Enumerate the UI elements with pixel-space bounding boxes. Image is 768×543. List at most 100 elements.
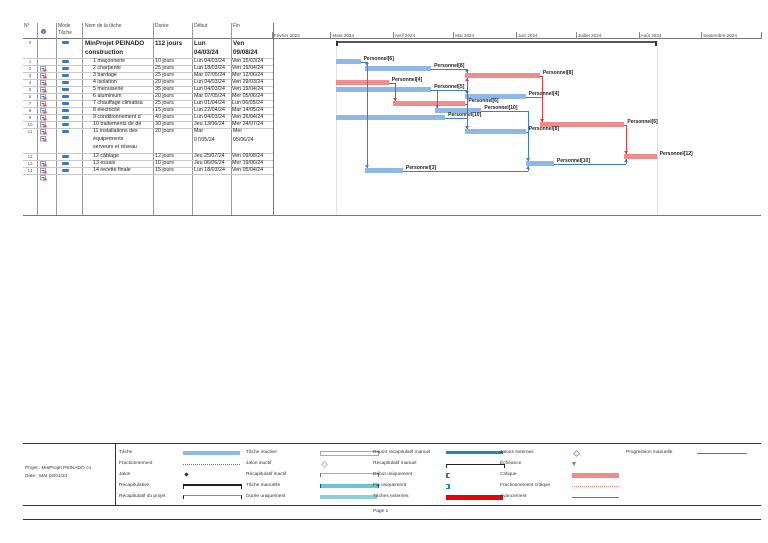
task-name[interactable]: 9 conditionnement d (93, 114, 141, 120)
critical-task-bar[interactable] (624, 154, 657, 159)
task-end[interactable]: Ven 09/08/24 (232, 153, 264, 159)
task-end[interactable]: Mar 14/05/24 (232, 107, 264, 113)
task-end[interactable]: Mer 12/06/24 (232, 72, 264, 78)
summary-bar[interactable] (336, 41, 657, 43)
critical-task-bar[interactable] (336, 80, 389, 85)
task-name[interactable]: 6 aluminium (93, 93, 122, 99)
task-bar[interactable] (435, 108, 482, 113)
task-end[interactable]: Ven 15/03/24 (232, 58, 264, 64)
task-start[interactable]: Mar (194, 128, 204, 134)
task-duration[interactable]: 10 jours (155, 160, 174, 166)
task-name[interactable]: équipements (93, 136, 124, 142)
task-info-icon[interactable] (40, 66, 47, 79)
task-info-icon[interactable] (40, 59, 47, 72)
task-info-icon[interactable] (40, 108, 47, 121)
task-info-icon[interactable] (40, 154, 47, 167)
task-duration[interactable]: 25 jours (155, 100, 174, 106)
task-duration[interactable]: 12 jours (155, 153, 174, 159)
task-info-icon[interactable] (40, 115, 47, 128)
col-header-end[interactable]: Fin (233, 23, 240, 29)
task-bar[interactable] (364, 168, 403, 173)
task-duration[interactable]: 25 jours (155, 72, 174, 78)
task-end[interactable]: Ven 29/03/24 (232, 79, 264, 85)
task-start[interactable]: Mar 07/05/24 (194, 93, 226, 99)
task-bar[interactable] (465, 129, 526, 134)
task-bar[interactable] (336, 87, 432, 92)
col-header-duration[interactable]: Durée (155, 23, 169, 29)
task-end[interactable]: 05/06/24 (233, 137, 254, 143)
task-end[interactable]: Ven (233, 40, 245, 47)
task-start[interactable]: Lun 01/04/24 (194, 100, 225, 106)
task-duration[interactable]: 20 jours (155, 128, 174, 134)
task-name[interactable]: 2 charpente (93, 65, 121, 71)
task-start[interactable]: Lun 18/03/24 (194, 167, 225, 173)
critical-task-bar[interactable] (465, 73, 540, 78)
task-start[interactable]: Jeu 25/07/24 (194, 153, 225, 159)
task-end[interactable]: Mer 24/07/24 (232, 121, 264, 127)
col-header-mode[interactable]: Mode Tâche (58, 23, 72, 36)
task-name[interactable]: 13 essais (93, 160, 116, 166)
task-duration[interactable]: 40 jours (155, 114, 174, 120)
task-name[interactable]: MinProjet PEINADO (85, 40, 145, 47)
task-duration[interactable]: 15 jours (155, 167, 174, 173)
task-duration[interactable]: 20 jours (155, 93, 174, 99)
task-name[interactable]: 11 installations des (93, 128, 138, 134)
task-duration[interactable]: 20 jours (155, 79, 174, 85)
task-start[interactable]: Lun 04/03/24 (194, 79, 225, 85)
task-start[interactable]: Lun 04/03/24 (194, 86, 225, 92)
task-start[interactable]: Mar 07/05/24 (194, 72, 226, 78)
task-end[interactable]: Lun 06/05/24 (232, 100, 263, 106)
info-icon[interactable]: i (41, 29, 46, 34)
task-name[interactable]: 3 bardage (93, 72, 117, 78)
critical-task-bar[interactable] (392, 101, 466, 106)
task-start[interactable]: Jeu 13/06/24 (194, 121, 225, 127)
task-duration[interactable]: 10 jours (155, 58, 174, 64)
task-info-icon[interactable] (40, 101, 47, 114)
task-end[interactable]: Ven 19/04/24 (232, 65, 264, 71)
task-start[interactable]: Lun 04/03/24 (194, 58, 225, 64)
task-info-icon[interactable] (40, 161, 47, 174)
critical-task-bar[interactable] (539, 122, 625, 127)
task-duration[interactable]: 35 jours (155, 86, 174, 92)
task-end[interactable]: Ven 26/04/24 (232, 114, 264, 120)
task-start[interactable]: Lun 22/04/24 (194, 107, 225, 113)
task-end[interactable]: Mer (233, 128, 243, 134)
task-name[interactable]: 10 traitements de dé (93, 121, 142, 127)
task-duration[interactable]: 15 jours (155, 107, 174, 113)
task-name[interactable]: serveurs et réseau (93, 144, 137, 150)
col-header-name[interactable]: Nom de la tâche (85, 23, 122, 29)
task-name[interactable]: 4 isolation (93, 79, 117, 85)
task-info-icon[interactable] (40, 80, 47, 93)
task-start[interactable]: 07/05/24 (194, 137, 215, 143)
task-end[interactable]: Mer 05/06/24 (232, 93, 264, 99)
task-end[interactable]: Ven 19/04/24 (232, 86, 264, 92)
task-start[interactable]: Lun 04/03/24 (194, 114, 225, 120)
task-end[interactable]: Mer 19/06/24 (232, 160, 264, 166)
task-bar[interactable] (364, 66, 432, 71)
col-header-start[interactable]: Début (194, 23, 208, 29)
task-name[interactable]: 12 câblage (93, 153, 119, 159)
task-start[interactable]: Lun (194, 40, 206, 47)
task-info-icon[interactable] (40, 94, 47, 107)
task-name[interactable]: 5 menuiserie (93, 86, 124, 92)
task-bar[interactable] (525, 161, 554, 166)
task-duration[interactable]: 25 jours (155, 65, 174, 71)
task-name[interactable]: 7 chauffage climatisa (93, 100, 143, 106)
task-info-icon[interactable] (40, 73, 47, 86)
task-name[interactable]: 14 recette finale (93, 167, 131, 173)
task-info-icon[interactable] (40, 168, 47, 181)
task-bar[interactable] (336, 115, 446, 120)
col-header-num[interactable]: N° (24, 23, 30, 29)
task-duration[interactable]: 30 jours (155, 121, 174, 127)
task-bar[interactable] (336, 59, 361, 64)
task-name[interactable]: 1 maçonnerie (93, 58, 126, 64)
task-bar[interactable] (465, 94, 526, 99)
task-start[interactable]: Lun 18/03/24 (194, 65, 225, 71)
task-end[interactable]: Ven 05/04/24 (232, 167, 264, 173)
task-name[interactable]: 8 électricité (93, 107, 120, 113)
task-duration[interactable]: 112 jours (155, 40, 183, 47)
task-info-icon[interactable] (40, 122, 47, 135)
task-start[interactable]: Jeu 06/06/24 (194, 160, 225, 166)
task-info-icon[interactable] (40, 87, 47, 100)
task-info-icon[interactable] (40, 129, 47, 142)
